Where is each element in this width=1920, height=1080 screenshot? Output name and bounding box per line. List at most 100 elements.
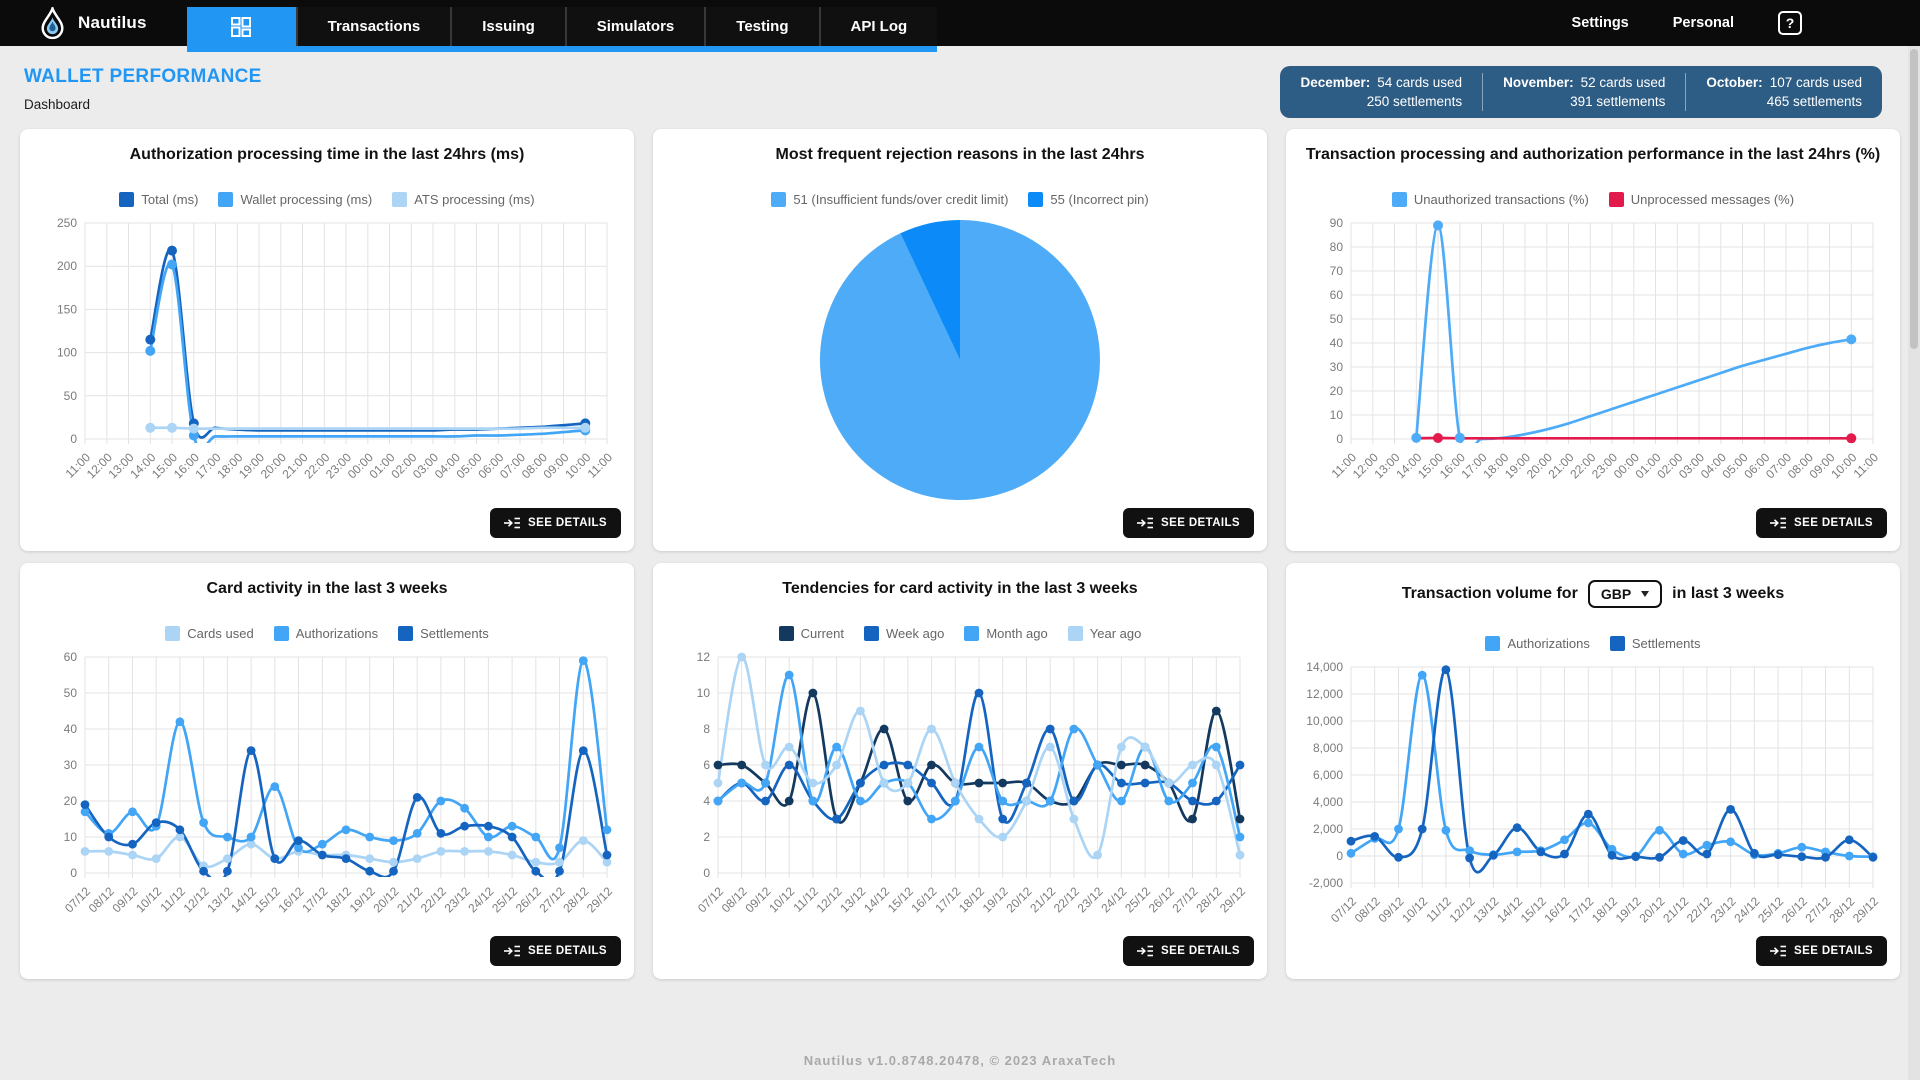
svg-text:20: 20 [1330, 384, 1344, 398]
chart-card-authorization-time: Authorization processing time in the las… [20, 129, 634, 551]
svg-text:8,000: 8,000 [1313, 741, 1343, 755]
stat-month: December: [1300, 75, 1371, 90]
svg-text:70: 70 [1330, 264, 1344, 278]
svg-text:08/12: 08/12 [86, 884, 117, 915]
scrollbar[interactable] [1908, 46, 1920, 1080]
chart-canvas: -2,000 0 2,000 4,000 6,000 8,000 10,000 12,000 1… [1306, 660, 1881, 925]
svg-text:16/12: 16/12 [1541, 894, 1572, 925]
svg-text:250: 250 [57, 216, 77, 230]
tab-issuing[interactable]: Issuing [450, 7, 565, 46]
tab-testing[interactable]: Testing [704, 7, 819, 46]
chart-title: Transaction processing and authorization… [1305, 146, 1881, 163]
svg-text:13/12: 13/12 [1470, 894, 1501, 925]
legend-label: Year ago [1089, 625, 1142, 641]
chart-legend: 51 (Insufficient funds/over credit limit… [771, 190, 1149, 208]
svg-text:17/12: 17/12 [932, 884, 963, 915]
stat-month: October: [1706, 75, 1763, 90]
stat-group-november: November: 52 cards used 391 settlements [1482, 73, 1685, 111]
svg-text:0: 0 [70, 432, 77, 446]
tab-transactions[interactable]: Transactions [295, 7, 451, 46]
svg-text:6: 6 [703, 758, 710, 772]
svg-text:26/12: 26/12 [1146, 884, 1177, 915]
stat-group-october: October: 107 cards used 465 settlements [1685, 73, 1882, 111]
legend-item: Settlements [398, 625, 489, 641]
svg-text:50: 50 [64, 686, 78, 700]
legend-item: Week ago [864, 625, 944, 641]
legend-swatch [771, 191, 787, 207]
svg-text:0: 0 [70, 866, 77, 880]
see-details-button[interactable]: SEE DETAILS [1756, 508, 1887, 538]
svg-text:14,000: 14,000 [1306, 660, 1343, 674]
legend-label: Settlements [420, 625, 489, 641]
see-details-button[interactable]: SEE DETAILS [1123, 936, 1254, 966]
tab-simulators[interactable]: Simulators [564, 7, 705, 46]
legend-swatch [1028, 191, 1044, 207]
legend-item: Wallet processing (ms) [218, 191, 372, 207]
chart-card-tendencies: Tendencies for card activity in the last… [653, 563, 1267, 979]
legend-swatch [218, 191, 234, 207]
legend-label: 55 (Incorrect pin) [1050, 191, 1149, 207]
tab-dashboard[interactable] [186, 7, 296, 46]
svg-text:10/12: 10/12 [766, 884, 797, 915]
svg-text:07/12: 07/12 [62, 884, 93, 915]
svg-text:23/12: 23/12 [1708, 894, 1739, 925]
see-details-button[interactable]: SEE DETAILS [490, 936, 621, 966]
svg-text:50: 50 [64, 389, 78, 403]
chart-title-text: in last 3 weeks [1672, 585, 1785, 602]
legend-label: ATS processing (ms) [414, 191, 535, 207]
svg-text:23/12: 23/12 [1075, 884, 1106, 915]
chart-legend: Total (ms) Wallet processing (ms) ATS proc… [119, 190, 535, 208]
svg-text:17/12: 17/12 [299, 884, 330, 915]
personal-link[interactable]: Personal [1672, 15, 1734, 31]
see-details-arrow-icon [504, 517, 521, 529]
svg-text:60: 60 [1330, 288, 1344, 302]
chart-title-text: Transaction volume for [1401, 585, 1578, 602]
help-icon[interactable]: ? [1778, 11, 1802, 35]
settings-link[interactable]: Settings [1571, 15, 1629, 31]
svg-text:24/12: 24/12 [465, 884, 496, 915]
svg-text:14/12: 14/12 [1494, 894, 1525, 925]
see-details-button[interactable]: SEE DETAILS [490, 508, 621, 538]
chart-card-transaction-performance: Transaction processing and authorization… [1286, 129, 1900, 551]
svg-text:24/12: 24/12 [1098, 884, 1129, 915]
svg-text:150: 150 [57, 302, 77, 316]
svg-text:20/12: 20/12 [1636, 894, 1667, 925]
svg-text:40: 40 [64, 722, 78, 736]
svg-text:07/12: 07/12 [1328, 894, 1359, 925]
svg-text:19/12: 19/12 [980, 884, 1011, 915]
tab-api-log[interactable]: API Log [818, 7, 938, 46]
svg-text:11/12: 11/12 [158, 884, 189, 915]
legend-label: Settlements [1631, 635, 1701, 651]
svg-text:12: 12 [697, 650, 711, 664]
svg-text:11:00: 11:00 [1851, 450, 1882, 481]
svg-text:29/12: 29/12 [1217, 884, 1248, 915]
legend-swatch [1067, 625, 1083, 641]
see-details-button[interactable]: SEE DETAILS [1756, 936, 1887, 966]
svg-text:22/12: 22/12 [418, 884, 449, 915]
legend-item: 51 (Insufficient funds/over credit limit… [771, 191, 1009, 207]
svg-text:15/12: 15/12 [885, 884, 916, 915]
scrollbar-thumb[interactable] [1910, 49, 1918, 349]
page-title: WALLET PERFORMANCE [24, 66, 262, 87]
svg-text:0: 0 [703, 866, 710, 880]
legend-item: Unprocessed messages (%) [1608, 191, 1794, 207]
svg-text:11:00: 11:00 [585, 450, 616, 481]
chart-title: Card activity in the last 3 weeks [206, 580, 448, 597]
legend-label: Unauthorized transactions (%) [1413, 191, 1589, 207]
currency-select[interactable]: GBP [1587, 580, 1663, 608]
legend-item: Cards used [165, 625, 254, 641]
legend-item: Authorizations [1485, 635, 1590, 651]
see-details-arrow-icon [504, 945, 521, 957]
svg-text:12/12: 12/12 [814, 884, 845, 915]
svg-text:10,000: 10,000 [1306, 714, 1343, 728]
legend-item: Authorizations [273, 625, 378, 641]
legend-label: 51 (Insufficient funds/over credit limit… [793, 191, 1009, 207]
svg-text:90: 90 [1330, 216, 1344, 230]
svg-text:18/12: 18/12 [956, 884, 987, 915]
brand-name: Nautilus [78, 13, 147, 32]
svg-text:6,000: 6,000 [1313, 768, 1343, 782]
svg-text:25/12: 25/12 [1122, 884, 1153, 915]
svg-text:20: 20 [64, 794, 78, 808]
see-details-button[interactable]: SEE DETAILS [1123, 508, 1254, 538]
monthly-stats-box: December: 54 cards used 250 settlements … [1280, 66, 1882, 118]
